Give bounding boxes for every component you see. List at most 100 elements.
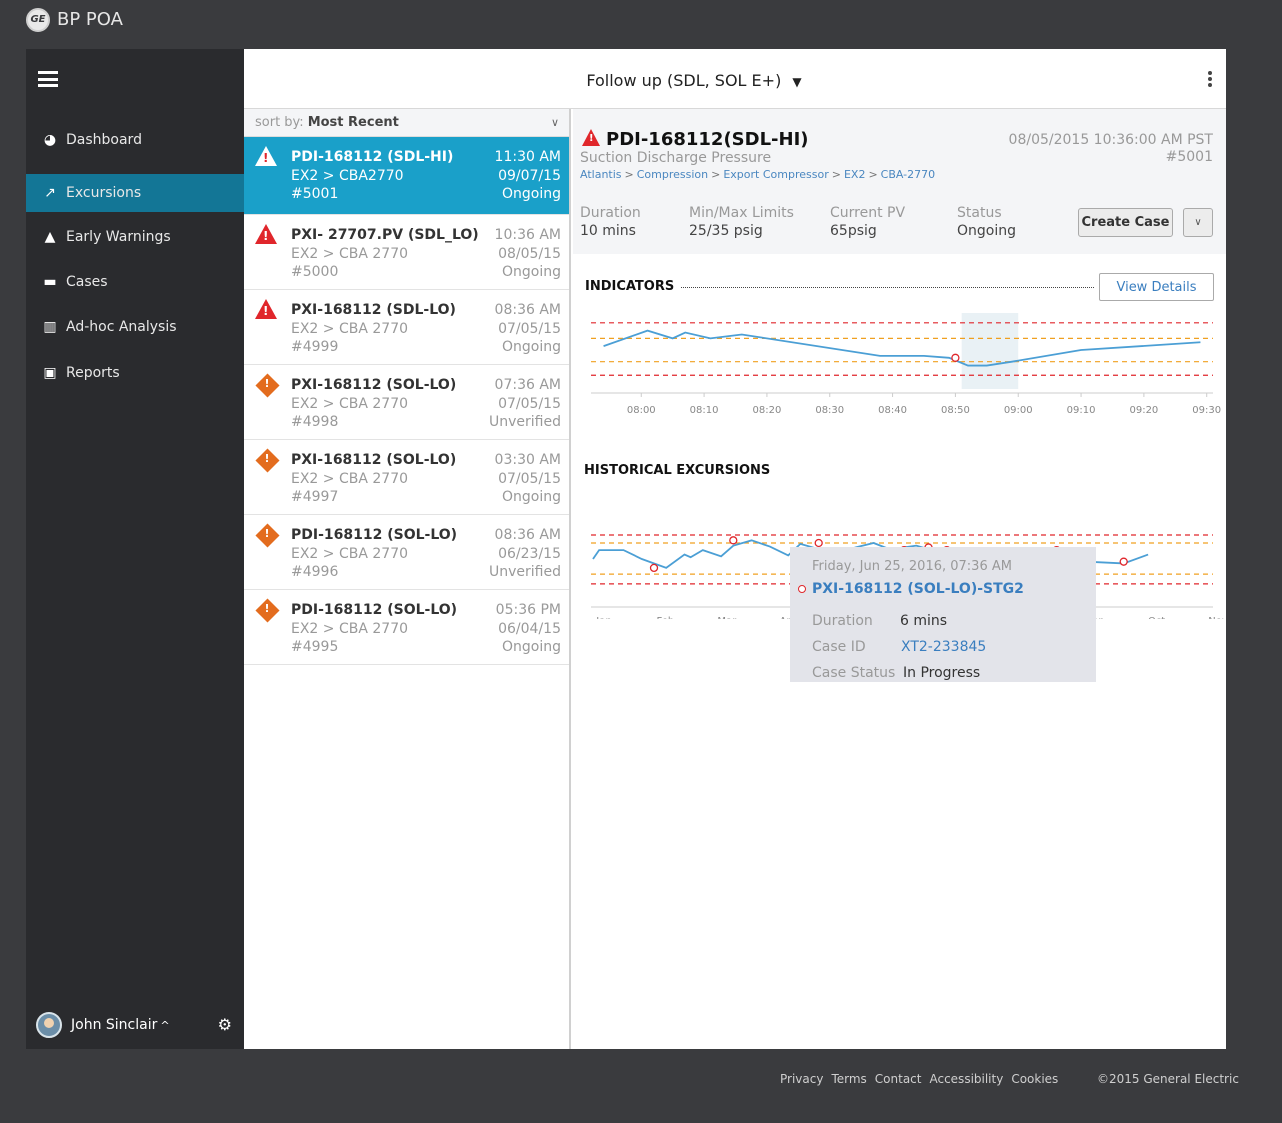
alert-triangle-icon <box>255 299 279 321</box>
list-item[interactable]: ! PXI-168112 (SOL-LO) EX2 > CBA 2770 #4997 0… <box>244 440 569 515</box>
x-tick-label: 09:30 <box>1192 405 1221 416</box>
list-item-path: EX2 > CBA 2770 <box>291 546 409 562</box>
sidebar-item-early-warnings[interactable]: ▲ Early Warnings <box>26 218 244 256</box>
list-item-id: #5001 <box>291 186 339 202</box>
sidebar-item-reports[interactable]: ▣ Reports <box>26 354 244 392</box>
list-item-status: Ongoing <box>502 264 561 280</box>
excursion-list: sort by: Most Recent ∨ PDI-168112 (SDL-H… <box>244 109 571 1049</box>
list-item-id: #5000 <box>291 264 339 280</box>
excursion-tooltip: Friday, Jun 25, 2016, 07:36 AM PXI-16811… <box>790 547 1096 682</box>
x-tick-label: 09:00 <box>1004 405 1033 416</box>
footer-link[interactable]: Contact <box>874 1072 922 1086</box>
sidebar-item-dashboard[interactable]: ◕ Dashboard <box>26 121 244 159</box>
sidebar-item-cases[interactable]: ▬ Cases <box>26 263 244 301</box>
warning-diamond-icon: ! <box>255 448 280 473</box>
breadcrumb-separator: > <box>624 168 634 181</box>
report-icon: ▣ <box>43 365 57 381</box>
list-item-status: Unverified <box>489 564 561 580</box>
breadcrumb: Atlantis > Compression > Export Compressor > E… <box>580 168 935 181</box>
breadcrumb-item[interactable]: EX2 <box>843 168 866 181</box>
list-item[interactable]: PXI-168112 (SDL-LO) EX2 > CBA 2770 #4999 08… <box>244 290 569 365</box>
case-options-dropdown[interactable]: ∨ <box>1183 208 1213 237</box>
footer-link[interactable]: Accessibility <box>929 1072 1004 1086</box>
chevron-up-icon: ^ <box>160 1018 170 1032</box>
more-options-icon[interactable] <box>1208 71 1212 89</box>
stat-label: Current PV <box>830 205 906 221</box>
excursion-marker <box>649 563 659 573</box>
bar-chart-icon: ▥ <box>43 319 57 335</box>
breadcrumb-item[interactable]: Atlantis <box>580 168 622 181</box>
list-item-status: Ongoing <box>502 489 561 505</box>
list-item-date: 08/05/15 <box>498 246 561 262</box>
list-item-title: PXI- 27707.PV (SDL_LO) <box>291 227 479 243</box>
list-item-path: EX2 > CBA 2770 <box>291 321 409 337</box>
footer-link[interactable]: Cookies <box>1011 1072 1059 1086</box>
breadcrumb-item[interactable]: CBA-2770 <box>880 168 936 181</box>
tooltip-case-id-link[interactable]: XT2-233845 <box>901 639 987 655</box>
sidebar-item-excursions[interactable]: ↗ Excursions <box>26 174 244 212</box>
list-item[interactable]: ! PDI-168112 (SOL-LO) EX2 > CBA 2770 #4996 0… <box>244 515 569 590</box>
sidebar-item-label: Ad-hoc Analysis <box>66 319 177 335</box>
briefcase-icon: ▬ <box>43 274 57 290</box>
ge-logo-icon: GE <box>26 8 50 32</box>
x-tick-label: Apr <box>780 616 798 619</box>
list-item-title: PXI-168112 (SOL-LO) <box>291 452 457 468</box>
list-item-time: 05:36 PM <box>495 602 561 618</box>
detail-title: PDI-168112(SDL-HI) <box>606 129 809 150</box>
list-item-path: EX2 > CBA 2770 <box>291 471 409 487</box>
stat-value: Ongoing <box>957 223 1016 239</box>
list-item-path: EX2 > CBA 2770 <box>291 246 409 262</box>
list-item-date: 07/05/15 <box>498 396 561 412</box>
excursion-marker <box>951 353 960 362</box>
list-item-status: Ongoing <box>502 639 561 655</box>
filter-dropdown[interactable]: Follow up (SDL, SOL E+) ▼ <box>244 71 1144 90</box>
list-item-title: PDI-168112 (SDL-HI) <box>291 149 454 165</box>
warning-diamond-icon: ! <box>255 523 280 548</box>
sort-dropdown[interactable]: sort by: Most Recent ∨ <box>244 109 569 137</box>
menu-icon[interactable] <box>38 71 58 87</box>
list-item-path: EX2 > CBA 2770 <box>291 396 409 412</box>
list-item[interactable]: PDI-168112 (SDL-HI) EX2 > CBA2770 #5001 11:… <box>244 137 569 215</box>
list-item[interactable]: PXI- 27707.PV (SDL_LO) EX2 > CBA 2770 #500… <box>244 215 569 290</box>
tooltip-case-id-label: Case ID <box>812 639 866 655</box>
list-item-title: PXI-168112 (SOL-LO) <box>291 377 457 393</box>
chevron-down-icon: ∨ <box>550 116 559 129</box>
x-tick-label: 08:40 <box>878 405 907 416</box>
create-case-button[interactable]: Create Case <box>1078 208 1173 237</box>
stat-label: Status <box>957 205 1002 221</box>
line-chart-icon: ↗ <box>44 185 56 201</box>
list-item-title: PXI-168112 (SDL-LO) <box>291 302 456 318</box>
gear-icon[interactable]: ⚙ <box>217 1015 232 1034</box>
excursion-detail: PDI-168112(SDL-HI) Suction Discharge Pre… <box>573 109 1226 1049</box>
sort-label: sort by: <box>255 115 304 130</box>
list-item-time: 10:36 AM <box>494 227 561 243</box>
sidebar-item-adhoc-analysis[interactable]: ▥ Ad-hoc Analysis <box>26 308 244 346</box>
user-menu[interactable]: John Sinclair ^ ⚙ <box>36 1011 236 1039</box>
indicators-title: INDICATORS <box>585 279 675 294</box>
x-tick-label: 09:10 <box>1067 405 1096 416</box>
list-item-time: 08:36 AM <box>494 527 561 543</box>
footer-link[interactable]: Privacy <box>780 1072 824 1086</box>
footer-link[interactable]: Terms <box>831 1072 867 1086</box>
list-item-status: Ongoing <box>502 339 561 355</box>
tooltip-title[interactable]: PXI-168112 (SOL-LO)-STG2 <box>812 581 1024 597</box>
breadcrumb-item[interactable]: Compression <box>636 168 709 181</box>
list-item-date: 07/05/15 <box>498 321 561 337</box>
tooltip-date: Friday, Jun 25, 2016, 07:36 AM <box>812 559 1012 574</box>
chevron-down-icon: ∨ <box>1194 217 1202 228</box>
detail-datetime: 08/05/2015 10:36:00 AM PST <box>1008 132 1213 148</box>
list-item-id: #4999 <box>291 339 339 355</box>
page-title: Follow up (SDL, SOL E+) <box>586 71 782 90</box>
breadcrumb-separator: > <box>868 168 878 181</box>
list-item[interactable]: ! PDI-168112 (SOL-LO) EX2 > CBA 2770 #4995 0… <box>244 590 569 665</box>
list-item-date: 09/07/15 <box>498 168 561 184</box>
view-details-button[interactable]: View Details <box>1099 273 1214 301</box>
list-item[interactable]: ! PXI-168112 (SOL-LO) EX2 > CBA 2770 #4998 0… <box>244 365 569 440</box>
breadcrumb-item[interactable]: Export Compressor <box>723 168 829 181</box>
list-rows: PDI-168112 (SDL-HI) EX2 > CBA2770 #5001 11:… <box>244 137 569 665</box>
list-item-date: 06/04/15 <box>498 621 561 637</box>
x-tick-label: 08:00 <box>627 405 656 416</box>
x-tick-label: Mar <box>717 616 737 619</box>
list-item-time: 03:30 AM <box>494 452 561 468</box>
marker-icon <box>798 585 806 593</box>
